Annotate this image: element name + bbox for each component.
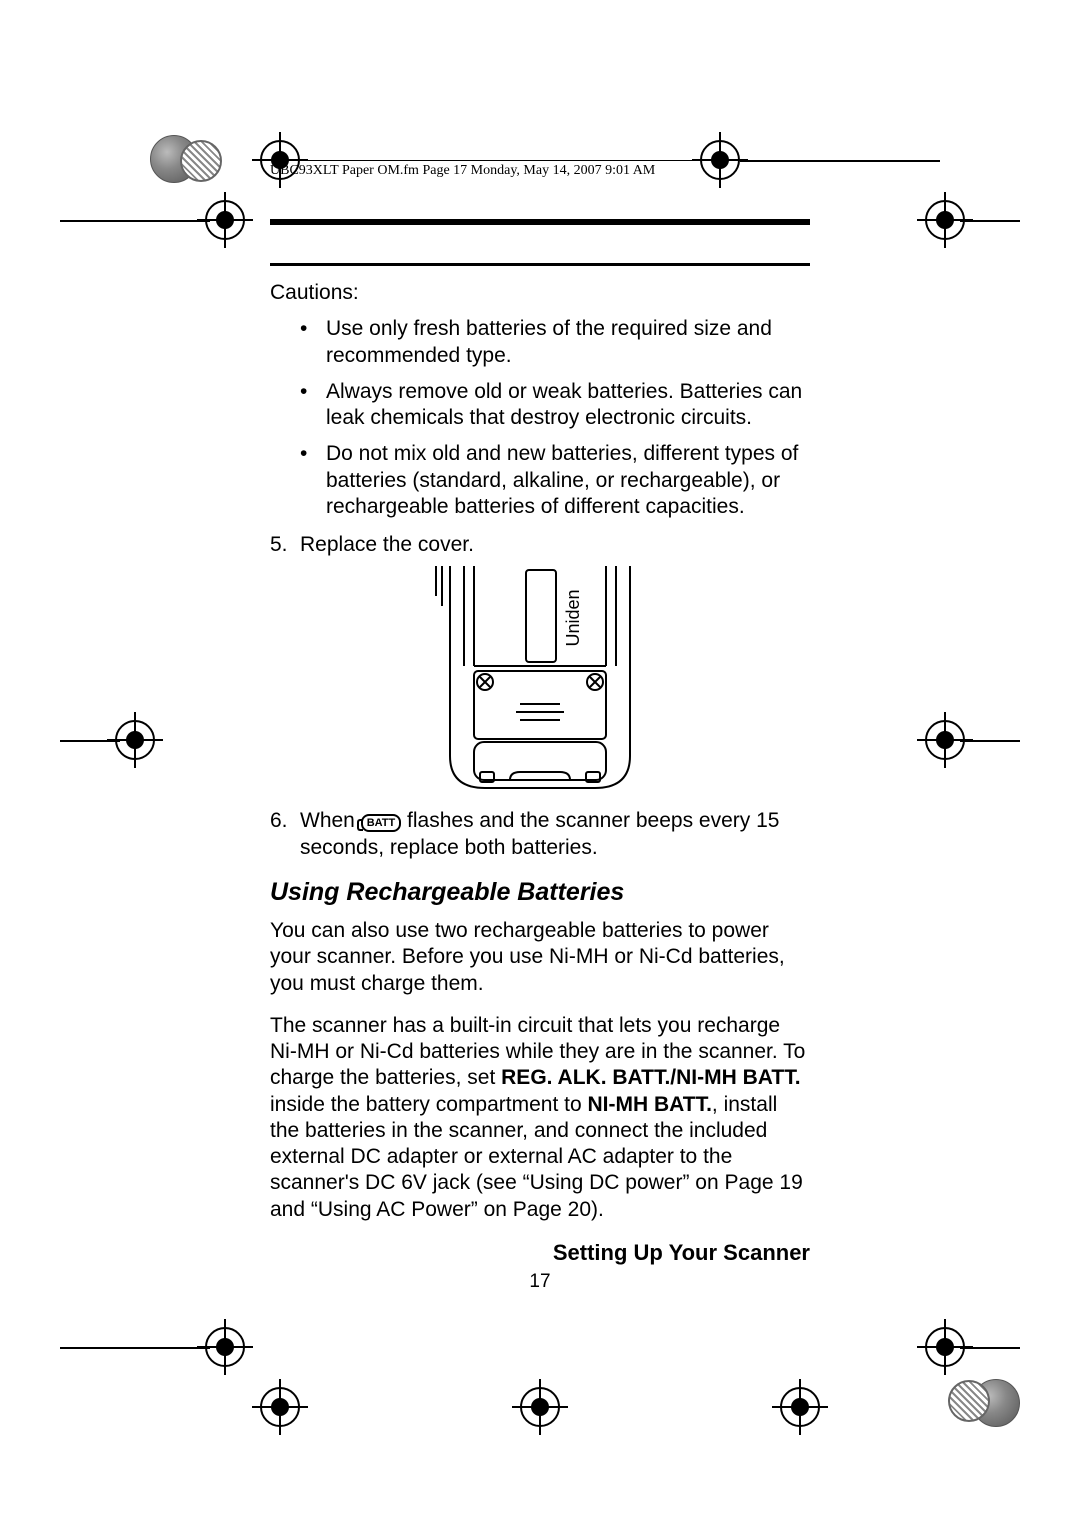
caution-item: Do not mix old and new batteries, differ…	[300, 441, 810, 520]
reg-mark-bot-inner-r	[780, 1387, 820, 1427]
reg-mark-top-left	[205, 200, 245, 240]
p2-bold2: NI-MH BATT.	[588, 1093, 712, 1116]
p2-b: inside the battery compartment to	[270, 1093, 588, 1116]
step-text: Replace the cover.	[300, 532, 810, 558]
page-content: UBC93XLT Paper OM.fm Page 17 Monday, May…	[270, 160, 810, 1294]
hatched-br	[948, 1380, 990, 1422]
step-text: When BATT flashes and the scanner beeps …	[300, 808, 810, 861]
reg-mark-mid-left	[115, 720, 155, 760]
p2-bold1: REG. ALK. BATT./NI-MH BATT.	[501, 1066, 800, 1089]
step-5: 5. Replace the cover.	[270, 532, 810, 558]
cautions-list: Use only fresh batteries of the required…	[270, 316, 810, 520]
paragraph-1: You can also use two rechargeable batter…	[270, 918, 810, 997]
step-6: 6. When BATT flashes and the scanner bee…	[270, 808, 810, 861]
reg-mark-bot-center	[520, 1387, 560, 1427]
reg-mark-bot-right	[925, 1327, 965, 1367]
crop-line-mr	[960, 740, 1020, 742]
step6-pre: When	[300, 809, 361, 832]
reg-mark-top-right	[925, 200, 965, 240]
step-number: 6.	[270, 808, 300, 861]
reg-mark-bot-inner-l	[260, 1387, 300, 1427]
crop-line-br	[960, 1347, 1020, 1349]
section-heading: Using Rechargeable Batteries	[270, 877, 810, 908]
crop-line-bl	[60, 1347, 210, 1349]
batt-icon: BATT	[361, 814, 402, 832]
reg-mark-bot-left	[205, 1327, 245, 1367]
cautions-label: Cautions:	[270, 280, 810, 306]
page-number: 17	[270, 1270, 810, 1294]
body-text: Cautions: Use only fresh batteries of th…	[270, 280, 810, 1294]
doc-info-header: UBC93XLT Paper OM.fm Page 17 Monday, May…	[270, 160, 810, 179]
step-number: 5.	[270, 532, 300, 558]
crop-line-tr	[960, 220, 1020, 222]
caution-item: Use only fresh batteries of the required…	[300, 316, 810, 369]
rule-thick	[270, 219, 810, 225]
footer-section-title: Setting Up Your Scanner	[270, 1239, 810, 1267]
crop-line-ml	[60, 740, 120, 742]
hatched-tl	[180, 140, 222, 182]
crop-line-tl	[60, 220, 210, 222]
device-illustration: Uniden	[430, 566, 650, 796]
rule-thin	[270, 263, 810, 266]
caution-item: Always remove old or weak batteries. Bat…	[300, 379, 810, 432]
brand-text: Uniden	[563, 590, 583, 647]
reg-mark-mid-right	[925, 720, 965, 760]
paragraph-2: The scanner has a built-in circuit that …	[270, 1013, 810, 1223]
